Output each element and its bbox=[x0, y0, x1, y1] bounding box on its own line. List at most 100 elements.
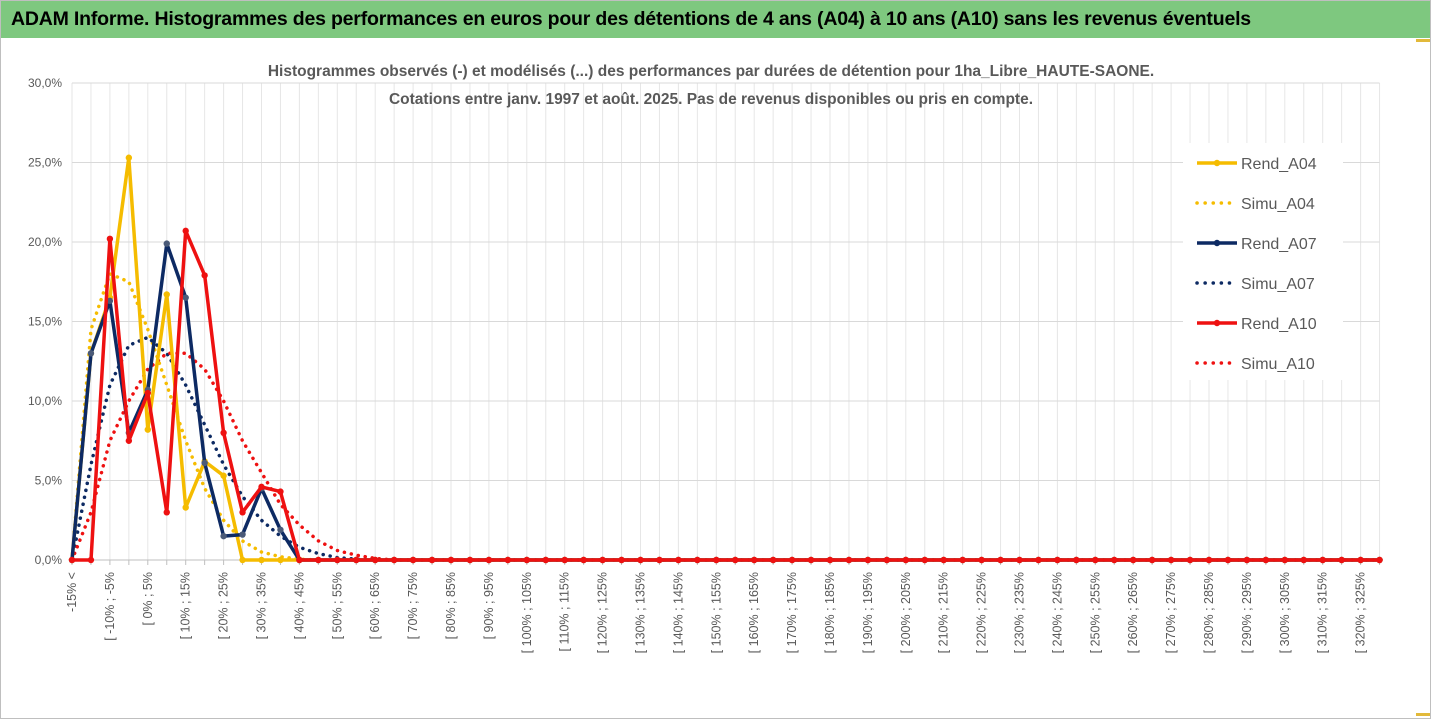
data-point bbox=[277, 556, 284, 564]
legend-label: Simu_A07 bbox=[1241, 276, 1315, 293]
x-tick-label: [ 60% ; 65% bbox=[368, 572, 382, 639]
data-point bbox=[258, 556, 265, 564]
x-tick-label: [ 160% ; 165% bbox=[747, 572, 761, 653]
data-point bbox=[978, 556, 985, 564]
data-point bbox=[845, 556, 853, 564]
legend-marker bbox=[1213, 319, 1221, 327]
x-tick-label: [ 280% ; 285% bbox=[1202, 572, 1216, 653]
data-point bbox=[182, 504, 189, 511]
series-group bbox=[68, 154, 1383, 564]
x-tick-label: [ -10% ; -5% bbox=[103, 572, 117, 641]
data-point bbox=[523, 556, 530, 564]
data-point bbox=[334, 556, 341, 564]
x-tick-label: [ 120% ; 125% bbox=[596, 572, 610, 653]
legend-label: Rend_A04 bbox=[1241, 156, 1317, 173]
data-point bbox=[106, 235, 114, 243]
data-point bbox=[258, 483, 265, 491]
data-point bbox=[542, 556, 549, 564]
x-tick-label: [ 300% ; 305% bbox=[1278, 572, 1292, 653]
y-tick-label: 10,0% bbox=[28, 394, 62, 408]
data-point bbox=[826, 556, 834, 564]
data-point bbox=[239, 556, 246, 564]
data-point bbox=[751, 556, 758, 564]
data-point bbox=[1130, 556, 1137, 564]
data-point bbox=[239, 509, 246, 516]
data-point bbox=[1111, 556, 1118, 564]
x-tick-label: [ 70% ; 75% bbox=[406, 572, 420, 639]
data-point bbox=[447, 556, 455, 564]
data-point bbox=[220, 472, 227, 479]
data-point bbox=[1300, 556, 1307, 564]
legend-label: Rend_A10 bbox=[1241, 316, 1317, 333]
data-point bbox=[1224, 556, 1232, 564]
legend: Rend_A04 Simu_A04 Rend_A07 Simu_A07 Rend_A10… bbox=[1195, 156, 1317, 373]
series-line-simu-a10 bbox=[70, 351, 1382, 562]
data-point bbox=[1243, 556, 1251, 564]
data-point bbox=[788, 556, 796, 564]
corner-mark-top-right bbox=[1416, 39, 1430, 42]
data-point bbox=[1205, 556, 1213, 564]
x-tick-label: [ 130% ; 135% bbox=[634, 572, 648, 653]
x-tick-label: [ 140% ; 145% bbox=[671, 572, 685, 653]
x-tick-label: [ 50% ; 55% bbox=[330, 572, 344, 639]
data-point bbox=[637, 556, 644, 564]
data-point bbox=[883, 556, 891, 564]
x-tick-label: [ 320% ; 325% bbox=[1354, 572, 1368, 653]
x-tick-label: [ 250% ; 255% bbox=[1088, 572, 1102, 653]
data-point bbox=[1148, 556, 1156, 564]
y-tick-label: 0,0% bbox=[35, 553, 63, 567]
data-point bbox=[1376, 556, 1383, 564]
legend-label: Rend_A07 bbox=[1241, 236, 1317, 253]
data-point bbox=[618, 556, 625, 564]
data-point bbox=[921, 556, 928, 564]
data-point bbox=[163, 291, 170, 298]
x-tick-label: [ 230% ; 235% bbox=[1013, 572, 1027, 653]
data-point bbox=[163, 509, 170, 516]
title-banner: ADAM Informe. Histogrammes des performan… bbox=[1, 1, 1430, 38]
x-tick-label: [ 220% ; 225% bbox=[975, 572, 989, 653]
data-point bbox=[580, 556, 587, 564]
data-point bbox=[1167, 556, 1175, 564]
data-point bbox=[675, 556, 682, 564]
data-point bbox=[68, 556, 76, 564]
data-point bbox=[390, 556, 398, 564]
x-tick-label: [ 240% ; 245% bbox=[1050, 572, 1064, 653]
x-tick-label: [ 260% ; 265% bbox=[1126, 572, 1140, 653]
data-point bbox=[428, 556, 436, 564]
data-point bbox=[599, 556, 606, 564]
data-point bbox=[1092, 556, 1099, 564]
y-tick-label: 5,0% bbox=[35, 474, 63, 488]
data-point bbox=[485, 556, 493, 564]
data-point bbox=[87, 350, 95, 357]
data-point bbox=[125, 154, 133, 161]
x-tick-label: [ 210% ; 215% bbox=[937, 572, 951, 653]
data-point bbox=[997, 556, 1004, 564]
data-point bbox=[372, 556, 379, 564]
legend-marker bbox=[1213, 239, 1221, 247]
x-tick-label: [ 90% ; 95% bbox=[482, 572, 496, 639]
data-point bbox=[864, 556, 872, 564]
data-point bbox=[1186, 556, 1194, 564]
x-tick-label: [ 310% ; 315% bbox=[1316, 572, 1330, 653]
legend-box bbox=[1183, 143, 1343, 380]
data-point bbox=[296, 556, 303, 564]
data-point bbox=[220, 429, 227, 436]
data-point bbox=[561, 556, 568, 564]
chart-title: Histogrammes observés (-) et modélisés (… bbox=[268, 63, 1154, 80]
data-point bbox=[1054, 556, 1061, 564]
x-tick-label: [ 30% ; 35% bbox=[255, 572, 269, 639]
data-point bbox=[1073, 556, 1080, 564]
y-tick-label: 25,0% bbox=[28, 156, 62, 170]
x-tick-label: [ 40% ; 45% bbox=[292, 572, 306, 639]
data-point bbox=[1281, 556, 1289, 564]
x-tick-label: [ 270% ; 275% bbox=[1164, 572, 1178, 653]
data-point bbox=[239, 531, 246, 538]
x-tick-label: [ 200% ; 205% bbox=[899, 572, 913, 653]
x-tick-label: [ 100% ; 105% bbox=[520, 572, 534, 653]
data-point bbox=[1262, 556, 1270, 564]
legend-marker bbox=[1213, 159, 1221, 167]
data-point bbox=[220, 532, 227, 540]
chart-subtitle: Cotations entre janv. 1997 et août. 2025… bbox=[389, 91, 1033, 108]
data-point bbox=[144, 389, 151, 397]
